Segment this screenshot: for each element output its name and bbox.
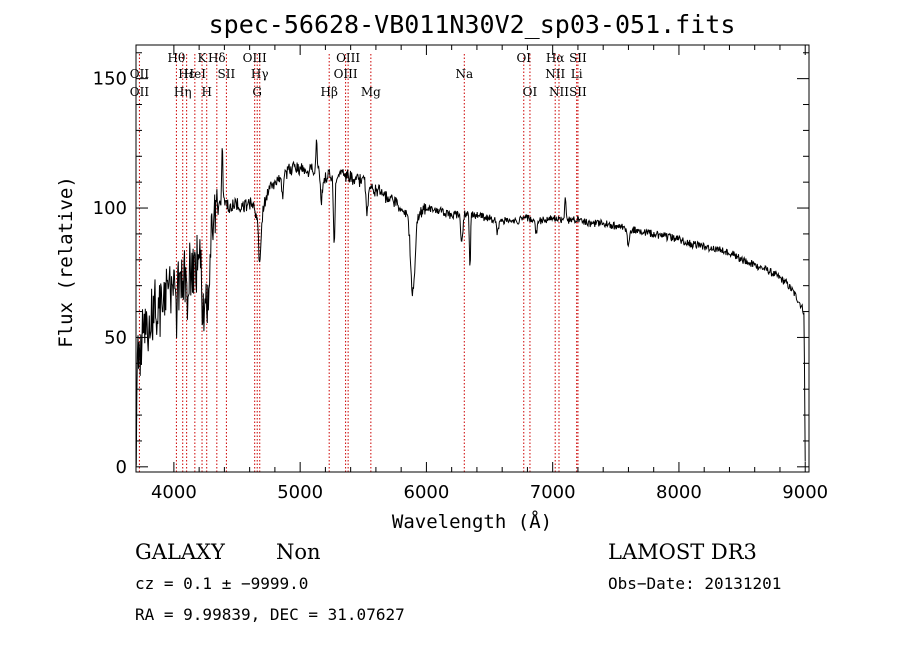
survey-name: LAMOST DR3 (608, 540, 757, 564)
x-tick-label: 8000 (656, 482, 702, 503)
spectral-line-label: K (198, 51, 208, 65)
x-tick-label: 9000 (782, 482, 828, 503)
plot-frame (135, 44, 810, 473)
plot-area: 4000 5000 6000 7000 8000 9000 0 50 100 150 OII OI… (93, 44, 828, 503)
emission-line-markers (138, 53, 579, 472)
spectral-line-label: OI (523, 85, 538, 99)
spectral-line-label: Hα (546, 51, 565, 65)
spectral-line-label: Hε (178, 67, 195, 81)
y-tick-label: 150 (93, 69, 127, 90)
spectral-line-label: H (201, 85, 211, 99)
chart-title: spec-56628-VB011N30V2_sp03-051.fits (209, 10, 736, 39)
spectral-line-label: SII (569, 51, 587, 65)
redshift-readout: cz = 0.1 ± −9999.0 (135, 574, 308, 593)
spectral-line-label: OII (130, 85, 150, 99)
spectral-line-label: Hη (174, 85, 192, 99)
y-tick-label: 0 (116, 457, 127, 478)
spectral-line-label: Na (455, 67, 473, 81)
spectral-line-label: Hδ (208, 51, 226, 65)
spectral-line-label: OI (516, 51, 531, 65)
y-axis-label: Flux (relative) (55, 176, 77, 348)
spectral-line-label: SII (218, 67, 236, 81)
spectral-line-label: NII (549, 85, 569, 99)
spectral-line-label: OII (130, 67, 150, 81)
spectral-line-label: OIII (243, 51, 267, 65)
spectral-line-label: G (252, 85, 262, 99)
spectral-line-label: HeI (184, 67, 207, 81)
spectral-line-label: SII (569, 85, 587, 99)
x-tick-label: 6000 (404, 482, 450, 503)
spectral-line-label: Li (571, 67, 583, 81)
y-tick-label: 50 (104, 327, 127, 348)
y-tick-label: 100 (93, 198, 127, 219)
spectral-line-label: OIII (334, 67, 358, 81)
x-tick-label: 5000 (277, 482, 323, 503)
object-subclass: Non (276, 540, 321, 564)
x-axis-label: Wavelength (Å) (392, 510, 552, 533)
x-tick-label: 4000 (151, 482, 197, 503)
spectral-line-label: NII (545, 67, 565, 81)
x-axis-ticks: 4000 5000 6000 7000 8000 9000 (151, 45, 828, 503)
y-axis-ticks: 0 50 100 150 (93, 52, 809, 478)
spectral-line-label: OIII (336, 51, 360, 65)
coordinates: RA = 9.99839, DEC = 31.07627 (135, 605, 405, 624)
object-class: GALAXY (135, 540, 226, 564)
obs-date: Obs−Date: 20131201 (608, 574, 781, 593)
x-tick-label: 7000 (530, 482, 576, 503)
spectrum-line (135, 139, 806, 467)
spectral-line-label: Hγ (251, 67, 269, 81)
spectral-line-label: Hβ (320, 85, 337, 99)
spectral-line-label: Mg (361, 85, 381, 99)
spectral-line-label: Hθ (168, 51, 186, 65)
